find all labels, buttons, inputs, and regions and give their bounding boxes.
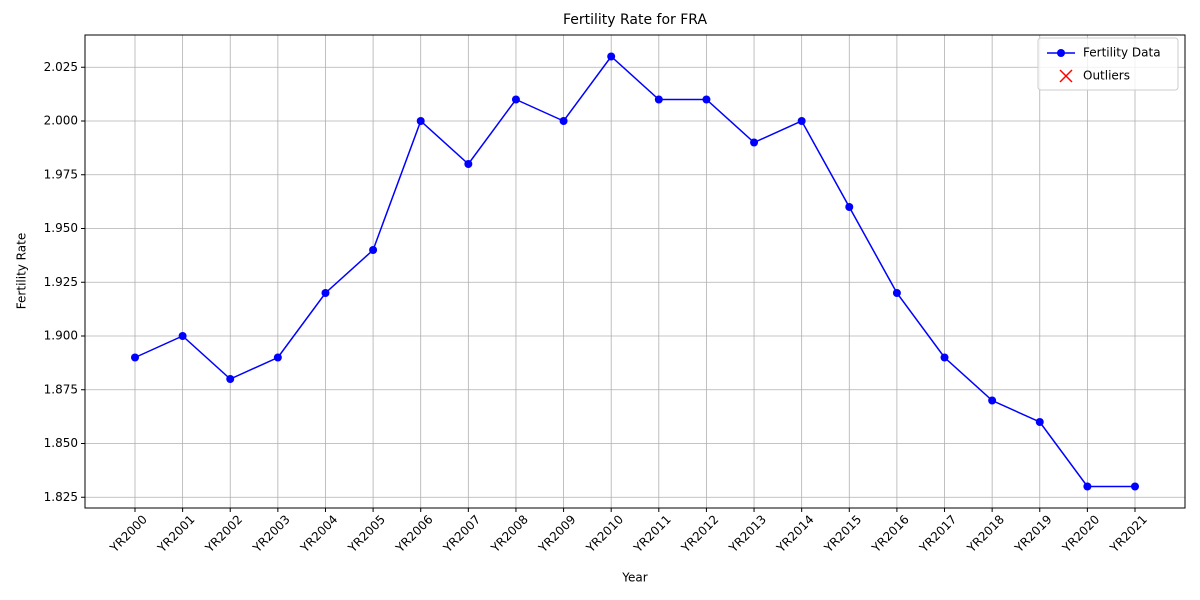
point	[750, 138, 759, 147]
point	[178, 332, 187, 340]
legend-label: Outliers	[1083, 69, 1130, 83]
point	[1131, 482, 1139, 491]
chart-title: Fertility Rate for FRA	[563, 12, 708, 28]
point	[321, 289, 330, 297]
point	[273, 353, 282, 362]
point	[1035, 418, 1044, 426]
point	[845, 203, 854, 211]
point	[511, 95, 520, 104]
point	[369, 246, 378, 254]
point	[464, 160, 473, 168]
series-line	[134, 55, 1135, 488]
point	[797, 117, 806, 125]
point	[131, 353, 139, 362]
legend-label: Fertility Data	[1083, 46, 1161, 60]
y-axis-label: Fertility Rate	[15, 233, 29, 309]
y-tick-label: 2.025	[44, 60, 78, 74]
plot-frame	[84, 34, 1186, 509]
y-tick-label: 1.850	[44, 436, 78, 450]
point	[416, 117, 425, 125]
point	[226, 375, 235, 383]
point	[988, 396, 997, 405]
y-tick-label: 1.975	[44, 167, 78, 181]
y-tick-label: 1.950	[44, 221, 78, 235]
y-tick-label: 1.825	[44, 490, 78, 504]
x-axis-label: Year	[621, 571, 647, 585]
point	[559, 117, 568, 125]
legend-marker	[1057, 49, 1065, 57]
point	[940, 353, 949, 362]
y-tick-label: 2.000	[44, 114, 78, 128]
legend-box	[1037, 37, 1179, 91]
point	[654, 95, 663, 104]
point	[607, 52, 616, 61]
point	[702, 95, 711, 104]
y-tick-label: 1.875	[44, 382, 78, 396]
point	[1083, 482, 1092, 491]
point	[892, 289, 901, 297]
y-tick-label: 1.925	[44, 275, 78, 289]
y-tick-label: 1.900	[44, 329, 78, 343]
legend-marker	[1059, 69, 1073, 83]
